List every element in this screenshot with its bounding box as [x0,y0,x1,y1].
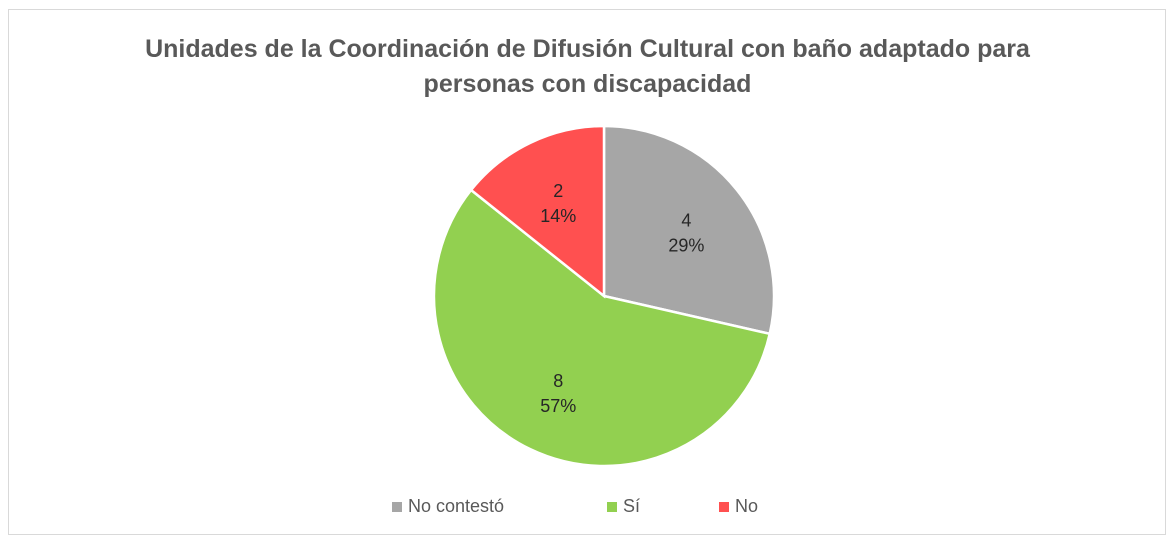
legend-swatch-no [719,501,729,512]
legend-label-no: No [735,496,759,516]
pie-slice-no-contesto [602,124,776,336]
chart-title: Unidades de la Coordinación de Difusión … [0,32,1175,102]
legend-item-si: Sí [607,496,640,517]
legend-label-si: Sí [623,496,641,516]
pie-slice-si [432,188,772,468]
pie-slices [432,124,776,468]
legend-label-no-contesto: No contestó [408,496,505,516]
chart-legend: No contestó Sí No [0,496,1175,520]
chart-title-line-2: personas con discapacidad [423,70,752,98]
chart-title-line-1: Unidades de la Coordinación de Difusión … [145,35,1030,63]
data-label-percent-no-contesto: 29% [668,235,704,255]
data-label-value-si: 8 [553,371,563,391]
pie-data-labels: 4 29% 8 57% 2 14% [540,181,704,416]
data-label-value-no: 2 [553,181,563,201]
pie-slice-no [469,124,606,299]
legend-swatch-no-contesto [392,501,402,512]
data-label-percent-si: 57% [540,396,576,416]
legend-item-no-contesto: No contestó [392,496,504,517]
data-label-value-no-contesto: 4 [681,210,691,230]
legend-item-no: No [719,496,758,517]
legend-swatch-si [607,501,617,512]
data-label-percent-no: 14% [540,206,576,226]
